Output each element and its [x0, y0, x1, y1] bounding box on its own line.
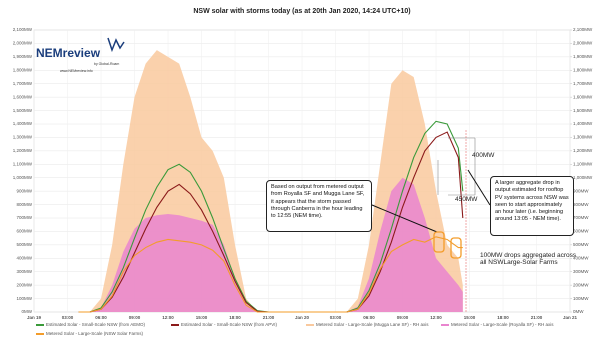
y-tick-label: 800MW [16, 202, 32, 207]
legend-label: Metered Solar - Large-Scale (NSW Solar F… [46, 331, 144, 336]
x-tick-label: 15:00 [196, 315, 208, 320]
line [78, 120, 464, 313]
x-tick-label: 09:00 [129, 315, 141, 320]
y2-tick-label: 100MW [573, 296, 589, 301]
y2-tick-label: 800MW [573, 202, 589, 207]
y-tick-label: 1,500MW [13, 108, 33, 113]
x-tick-label: 18:00 [497, 315, 509, 320]
y2-tick-label: 700MW [573, 215, 589, 220]
x-tick-label: Jan 21 [563, 315, 578, 320]
y2-tick-label: 1,300MW [573, 135, 593, 140]
highlight [433, 231, 445, 253]
highlight [450, 237, 462, 259]
storm-note: Based on output from metered output from… [266, 180, 372, 232]
y-tick-label: 0MW [22, 309, 33, 314]
logo-name: NEMreview [36, 46, 101, 60]
legend-label: Metered Solar - Large-Scale (Mugga Lane … [316, 322, 429, 327]
x-tick-label: 06:00 [95, 315, 107, 320]
y-tick-label: 1,300MW [13, 135, 33, 140]
y-tick-label: 1,000MW [13, 175, 33, 180]
legend-label: Estimated Solar - Small-Scale NSW (from … [181, 322, 278, 327]
farms-note: 100MW drops aggregated across all NSWLar… [480, 252, 577, 266]
y-tick-label: 2,000MW [13, 41, 33, 46]
connector [467, 169, 491, 206]
logo-icon [107, 37, 125, 53]
drop-450: 450MW [455, 196, 478, 203]
y-tick-label: 900MW [16, 188, 32, 193]
line [78, 236, 463, 313]
legend-label: Estimated Solar - Small-Scale NSW (from … [46, 322, 146, 327]
legend-label: Metered Solar - Large-Scale (Royalla SF)… [451, 322, 554, 327]
line [78, 131, 464, 313]
y-tick-label: 1,100MW [13, 161, 33, 166]
y-tick-label: 2,100MW [13, 27, 33, 32]
chart-title: NSW solar with storms today (as at 20th … [193, 8, 410, 15]
x-tick-label: 21:00 [531, 315, 543, 320]
y2-tick-label: 1,100MW [573, 161, 593, 166]
x-tick-label: 06:00 [363, 315, 375, 320]
y2-tick-label: 200MW [573, 282, 589, 287]
y2-tick-label: 1,500MW [573, 108, 593, 113]
y2-tick-label: 300MW [573, 269, 589, 274]
y2-tick-label: 600MW [573, 229, 589, 234]
rooftop-note: A larger aggregate drop in output estima… [490, 176, 574, 236]
y-tick-label: 1,600MW [13, 94, 33, 99]
y2-tick-label: 1,900MW [573, 54, 593, 59]
y2-tick-label: 1,600MW [573, 94, 593, 99]
x-tick-label: 03:00 [62, 315, 74, 320]
y2-tick-label: 1,200MW [573, 148, 593, 153]
x-tick-label: 21:00 [263, 315, 275, 320]
y2-tick-label: 1,700MW [573, 81, 593, 86]
y2-tick-label: 2,100MW [573, 27, 593, 32]
y2-tick-label: 1,400MW [573, 121, 593, 126]
y-tick-label: 500MW [16, 242, 32, 247]
x-tick-label: Jan 19 [27, 315, 42, 320]
y-tick-label: 1,700MW [13, 81, 33, 86]
area [78, 177, 463, 312]
y-tick-label: 1,200MW [13, 148, 33, 153]
y2-tick-label: 2,000MW [573, 41, 593, 46]
x-tick-label: 03:00 [330, 315, 342, 320]
y2-tick-label: 900MW [573, 188, 589, 193]
y-tick-label: 1,400MW [13, 121, 33, 126]
logo-url: www.NEMreview.info [60, 69, 93, 73]
y-tick-label: 300MW [16, 269, 32, 274]
logo-by: by Global-Roam [94, 62, 119, 66]
y-tick-label: 1,900MW [13, 54, 33, 59]
y2-tick-label: 1,800MW [573, 67, 593, 72]
x-tick-label: 15:00 [464, 315, 476, 320]
x-tick-label: 18:00 [229, 315, 241, 320]
x-tick-label: 12:00 [430, 315, 442, 320]
y-tick-label: 600MW [16, 229, 32, 234]
y2-tick-label: 1,000MW [573, 175, 593, 180]
x-tick-label: Jan 20 [295, 315, 310, 320]
y-tick-label: 400MW [16, 255, 32, 260]
y-tick-label: 200MW [16, 282, 32, 287]
y2-tick-label: 500MW [573, 242, 589, 247]
connector [371, 204, 438, 233]
y-tick-label: 100MW [16, 296, 32, 301]
drop-400: 400MW [472, 152, 495, 159]
x-tick-label: 09:00 [397, 315, 409, 320]
y2-tick-label: 0MW [573, 309, 584, 314]
y-tick-label: 700MW [16, 215, 32, 220]
y-tick-label: 1,800MW [13, 67, 33, 72]
y2-tick-label: 400MW [573, 255, 589, 260]
x-tick-label: 12:00 [162, 315, 174, 320]
